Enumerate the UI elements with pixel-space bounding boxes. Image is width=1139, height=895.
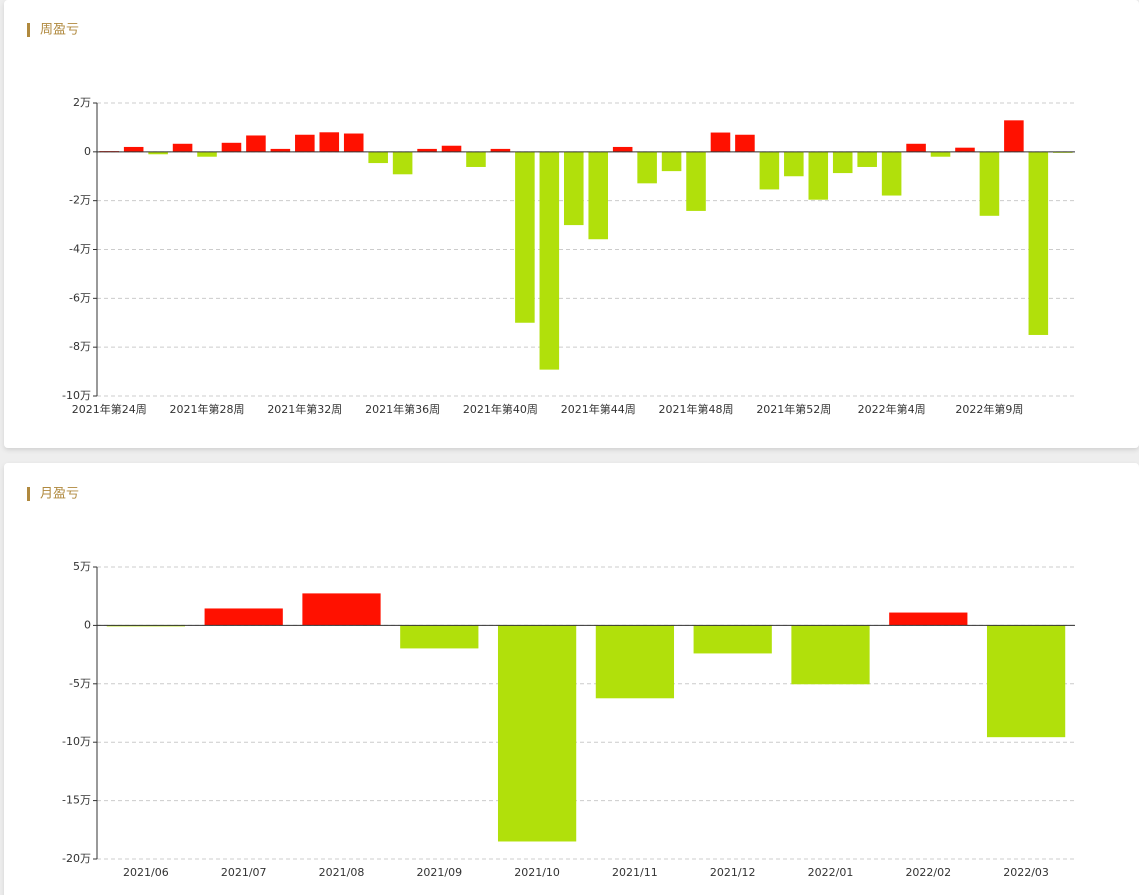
bar [595,625,675,699]
x-tick-label: 2021年第48周 [659,402,734,416]
bar [693,625,772,654]
bar [612,146,633,152]
bar [123,146,144,152]
bar [221,142,242,152]
bar [955,147,975,152]
bar [400,625,479,649]
bar [1004,120,1024,152]
bar [808,151,829,200]
y-tick-label: -10万 [62,389,91,402]
bar [563,151,584,226]
bar [588,151,609,240]
bar [204,608,283,626]
x-tick-label: 2021/09 [416,866,462,879]
x-tick-label: 2021年第40周 [463,402,538,416]
x-tick-label: 2021/07 [221,866,267,879]
bar [417,148,437,152]
x-tick-label: 2022年第9周 [955,402,1023,416]
y-tick-label: -20万 [62,852,91,865]
section-title: 周盈亏 [40,23,79,38]
bar [889,612,968,626]
bar [637,151,657,184]
bar [497,625,577,842]
y-tick-label: -15万 [62,794,91,807]
bar [490,148,511,152]
bar [906,143,926,152]
bar [686,151,706,211]
y-tick-label: -2万 [69,194,91,207]
bar [1028,151,1049,335]
y-tick-label: -8万 [69,340,91,353]
y-tick-label: 5万 [73,560,91,573]
x-tick-label: 2022/03 [1003,866,1049,879]
bar [302,593,381,626]
bar [881,151,902,196]
y-tick-label: -6万 [69,291,91,304]
x-tick-label: 2022/01 [808,866,854,879]
section-marker [27,487,30,501]
bar [172,143,193,152]
bar [197,151,217,157]
bar [270,148,291,152]
x-tick-label: 2022年第4周 [858,402,926,416]
bar [784,151,804,177]
y-tick-label: 2万 [73,96,91,109]
bar [319,132,340,152]
x-tick-label: 2021年第36周 [365,402,440,416]
bar [515,151,535,323]
bar [295,134,315,152]
x-tick-label: 2021/12 [710,866,756,879]
x-tick-label: 2021/10 [514,866,560,879]
bar [735,134,755,152]
x-tick-label: 2021年第24周 [72,402,147,416]
x-tick-label: 2022/02 [905,866,951,879]
bar [710,132,731,152]
x-tick-label: 2021年第52周 [756,402,831,416]
bar [441,145,462,152]
bar [392,151,413,175]
x-tick-label: 2021年第32周 [267,402,342,416]
y-tick-label: -5万 [69,677,91,690]
x-tick-label: 2021/06 [123,866,169,879]
bar [857,151,877,167]
bar [930,151,951,157]
y-tick-label: -10万 [62,735,91,748]
section-title: 月盈亏 [40,487,79,502]
x-tick-label: 2021年第44周 [561,402,636,416]
y-tick-label: -4万 [69,243,91,256]
bar [832,151,853,174]
bar [368,151,388,164]
section-marker [27,23,30,37]
bar [466,151,486,167]
bar [539,151,560,370]
x-tick-label: 2021/08 [319,866,365,879]
bar [661,151,682,172]
bar [759,151,780,190]
y-tick-label: 0 [84,618,91,631]
bar [791,625,870,685]
x-tick-label: 2021年第28周 [170,402,245,416]
y-tick-label: 0 [84,145,91,158]
bar [148,151,168,155]
bar [979,151,1000,216]
bar [343,133,364,152]
bar [986,625,1066,738]
x-tick-label: 2021/11 [612,866,658,879]
bar [246,135,266,152]
